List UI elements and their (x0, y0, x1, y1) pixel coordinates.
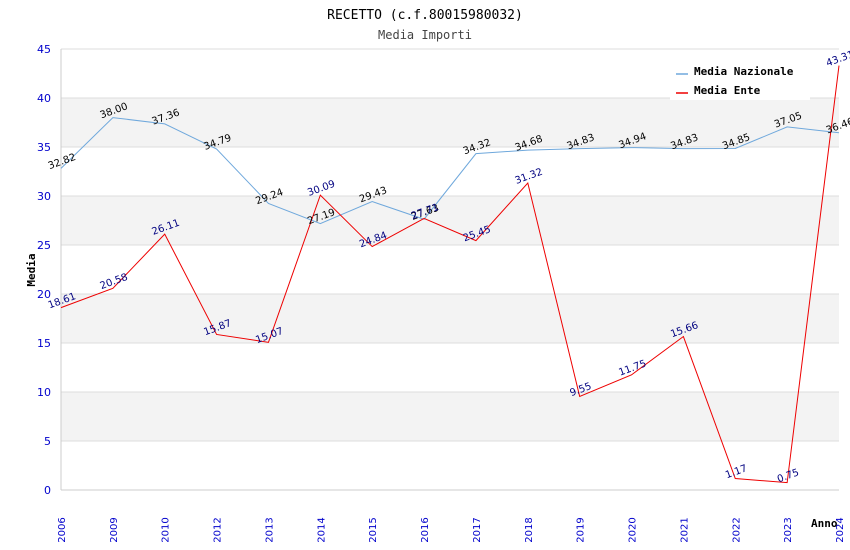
legend: Media Nazionale Media Ente (670, 60, 810, 100)
chart-subtitle: Media Importi (378, 28, 472, 42)
x-tick-label: 2024 (835, 517, 846, 542)
y-tick-label: 45 (37, 43, 51, 56)
y-tick-labels: 0 5 10 15 20 25 30 35 40 45 (37, 43, 51, 497)
x-tick-labels: 2006 2009 2010 2012 2013 2014 2015 2016 2017 2018… (57, 517, 846, 542)
x-tick-label: 2013 (264, 517, 275, 542)
y-tick-label: 10 (37, 386, 51, 399)
chart-title: RECETTO (c.f.80015980032) (327, 8, 523, 23)
series-lines (60, 65, 840, 484)
x-tick-label: 2018 (524, 517, 535, 542)
y-tick-label: 25 (37, 239, 51, 252)
x-tick-label: 2015 (368, 517, 379, 542)
y-tick-label: 0 (44, 484, 51, 497)
background-bands (61, 49, 839, 490)
band (61, 294, 839, 343)
axes (60, 49, 839, 491)
legend-label-ente: Media Ente (694, 84, 761, 97)
y-axis-label: Media (25, 253, 38, 286)
y-tick-label: 40 (37, 92, 51, 105)
legend-box (670, 60, 810, 100)
x-tick-label: 2016 (420, 517, 431, 542)
band (61, 245, 839, 294)
gridlines (61, 48, 839, 491)
band (61, 441, 839, 490)
x-tick-label: 2021 (679, 517, 690, 542)
band (61, 343, 839, 392)
y-tick-label: 35 (37, 141, 51, 154)
x-tick-label: 2017 (472, 517, 483, 542)
x-tick-label: 2010 (161, 517, 172, 542)
x-tick-label: 2020 (628, 517, 639, 542)
x-tick-label: 2006 (57, 517, 68, 542)
x-tick-label: 2012 (213, 517, 224, 542)
x-tick-label: 2019 (576, 517, 587, 542)
series-line-nazionale (60, 117, 840, 225)
y-tick-label: 5 (44, 435, 51, 448)
x-tick-label: 2009 (109, 517, 120, 542)
x-tick-label: 2023 (783, 517, 794, 542)
x-tick-label: 2022 (731, 517, 742, 542)
band (61, 147, 839, 196)
band (61, 392, 839, 441)
y-tick-label: 30 (37, 190, 51, 203)
y-tick-label: 15 (37, 337, 51, 350)
y-tick-label: 20 (37, 288, 51, 301)
x-axis-label: Anno (811, 517, 838, 530)
series-line-ente (60, 65, 840, 484)
legend-label-nazionale: Media Nazionale (694, 65, 794, 78)
band (61, 98, 839, 147)
band (61, 196, 839, 245)
x-tick-label: 2014 (316, 517, 327, 542)
